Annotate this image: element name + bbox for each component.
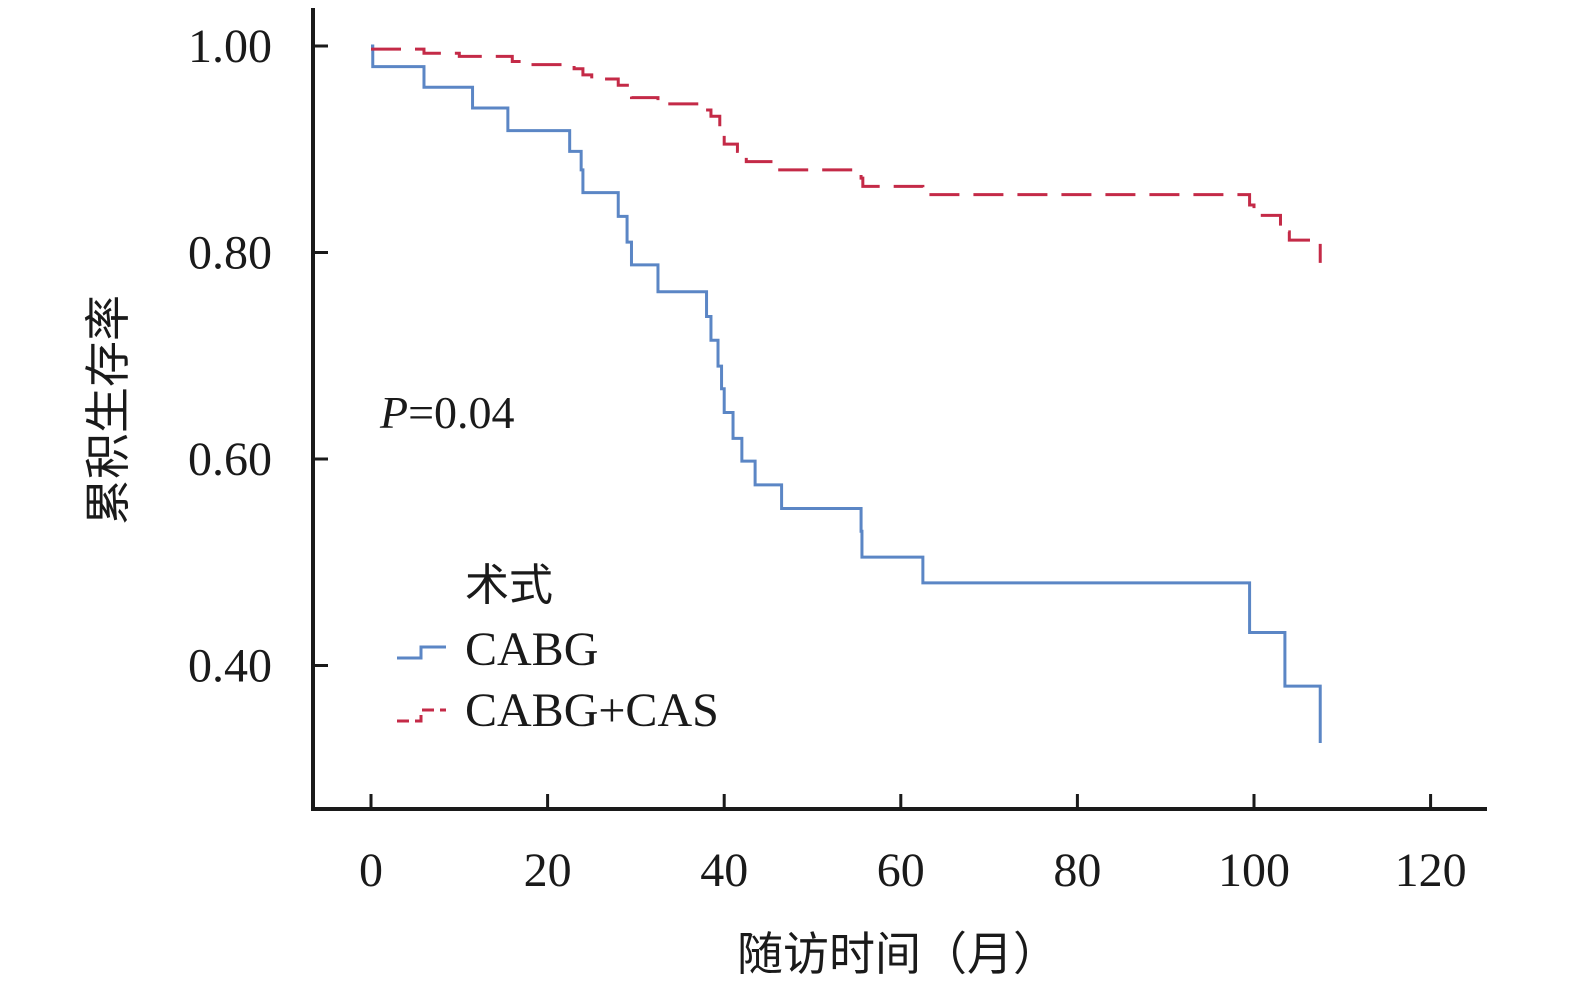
y-tick-label: 1.00: [188, 20, 272, 73]
y-tick-label: 0.60: [188, 433, 272, 486]
y-tick-label: 0.80: [188, 227, 272, 280]
legend-label-cabg-cas: CABG+CAS: [465, 684, 719, 737]
x-tick-label: 60: [877, 844, 925, 897]
x-tick-label: 120: [1395, 844, 1467, 897]
p-value-annotation: P=0.04: [379, 387, 515, 438]
p-value-text: =0.04: [408, 387, 514, 438]
legend-swatch-cabg: [397, 645, 446, 660]
series-lines: [371, 44, 1322, 743]
x-tick-label: 20: [524, 844, 572, 897]
p-value-symbol: P: [379, 387, 408, 438]
legend-label-cabg: CABG: [465, 623, 598, 676]
x-tick-label: 100: [1218, 844, 1290, 897]
y-axis-title: 累积生存率: [81, 295, 135, 525]
legend-swatch-cabg-cas: [397, 708, 446, 723]
y-tick-label: 0.40: [188, 640, 272, 693]
legend: 术式 CABG CABG+CAS: [397, 560, 719, 737]
axes: [311, 8, 1487, 811]
x-axis-title: 随访时间（月）: [737, 927, 1059, 981]
x-tick-label: 0: [359, 844, 383, 897]
series-line-cabg-cas: [371, 47, 1322, 263]
legend-title: 术式: [465, 560, 553, 611]
x-tick-label: 80: [1053, 844, 1101, 897]
x-tick-label: 40: [700, 844, 748, 897]
ticks: 0 20 40 60 80 100 120 0.40 0.60 0.80 1.00: [188, 20, 1467, 897]
series-line-cabg: [371, 44, 1322, 743]
